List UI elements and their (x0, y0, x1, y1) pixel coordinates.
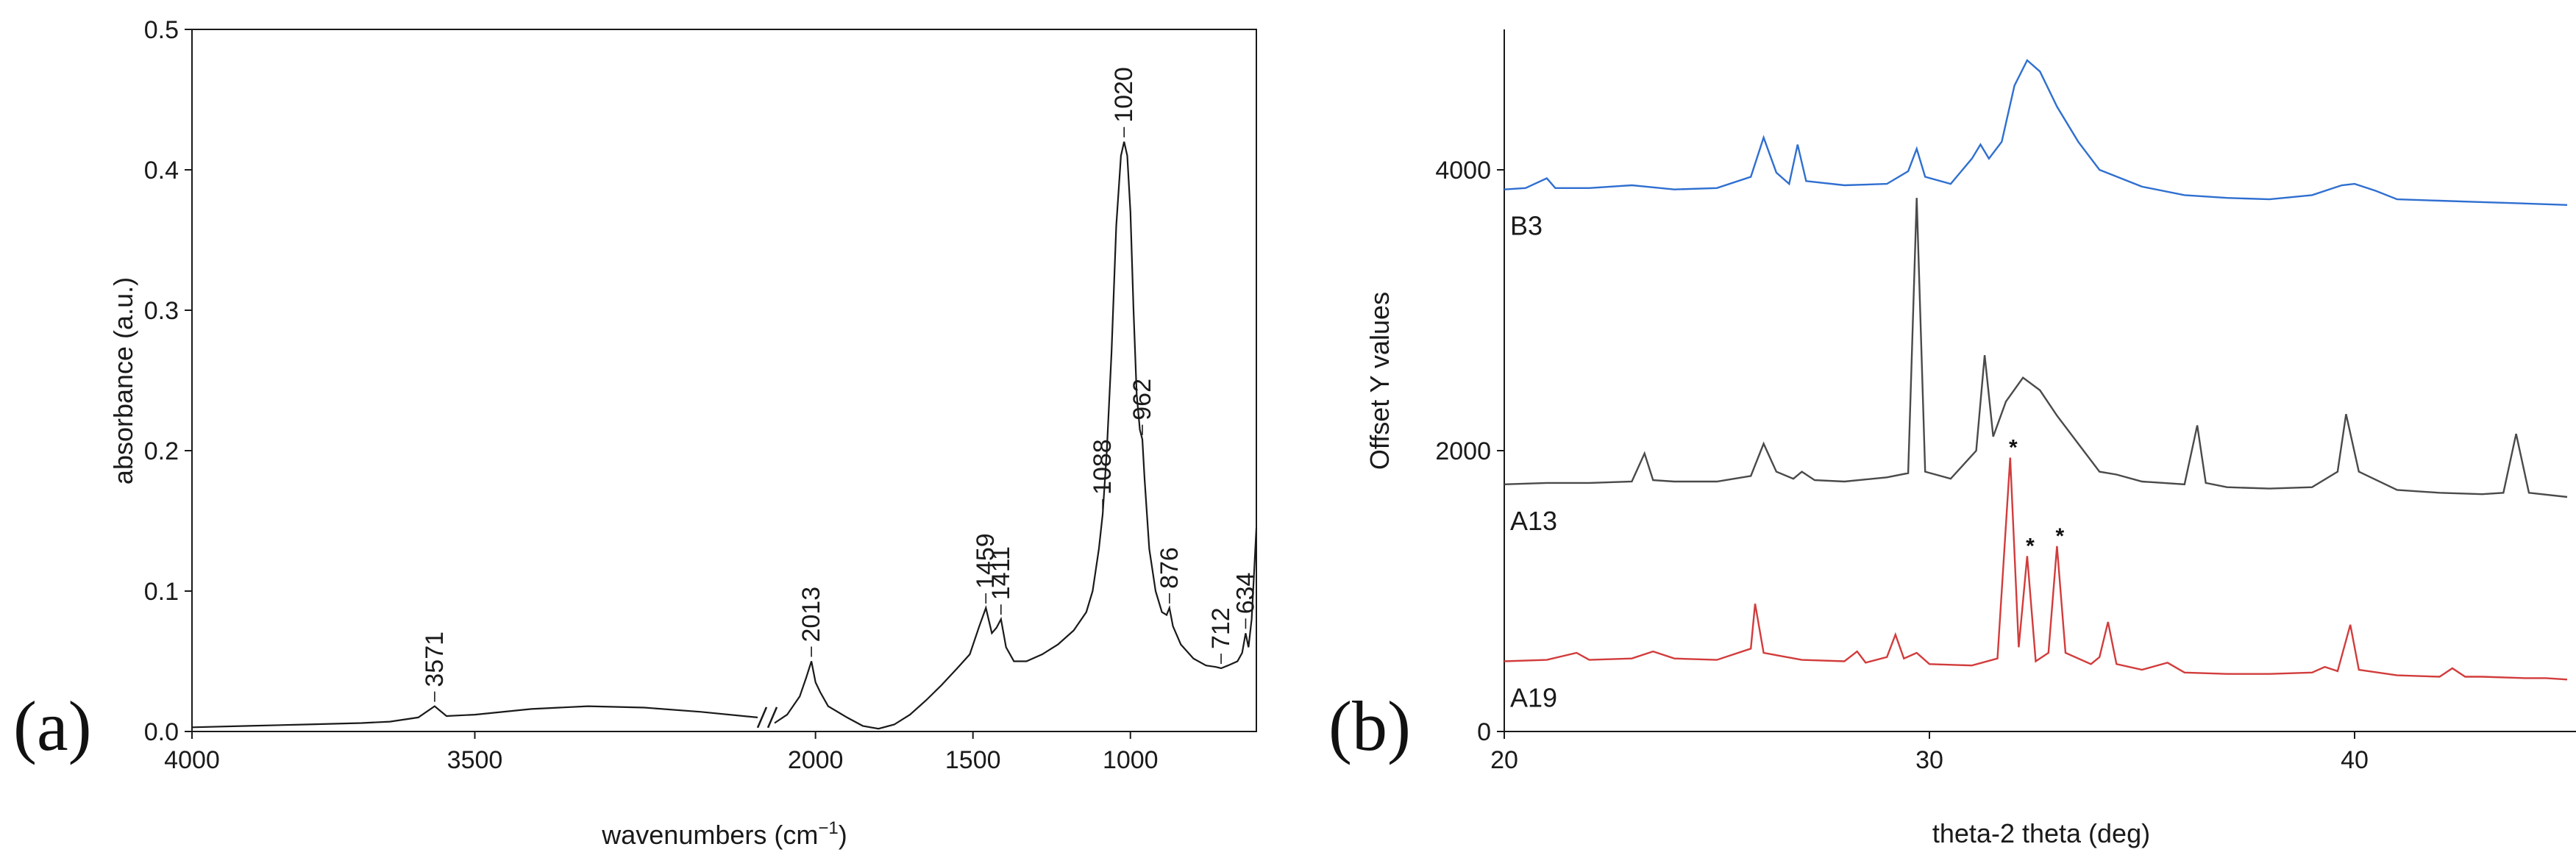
panel-a-peak-label: 3571 (421, 632, 449, 687)
panel-a-y-tick-label: 0.5 (144, 16, 179, 44)
panel-a-y-tick-label: 0.0 (144, 718, 179, 746)
panel-b-series-label-a19: A19 (1510, 683, 1557, 713)
panel-b-annotation-asterisk: * (2009, 436, 2018, 460)
panel-a-y-tick-label: 0.3 (144, 297, 179, 325)
panel-a-peak-label: 634 (1231, 573, 1259, 615)
panel-a-ftir-series-line (191, 141, 1258, 730)
panel-a-x-tick-label: 1000 (1103, 746, 1159, 774)
panel-a-peak-label: 712 (1207, 607, 1235, 649)
panel-b-series-line-a13 (1504, 198, 2568, 498)
panel-a-y-tick-label: 0.2 (144, 437, 179, 465)
panel-a-x-tick-label: 2000 (788, 746, 844, 774)
panel-a-axis-break (756, 706, 778, 729)
panel-b-y-tick-label: 2000 (1435, 437, 1491, 465)
panel-b-series (1504, 59, 2568, 681)
axis-break-mark-right (766, 706, 778, 729)
panel-b-y-axis-title: Offset Y values (1365, 292, 1395, 470)
panel-b-x-tick-label: 40 (2341, 746, 2369, 774)
panel-b-x-axis-title: theta-2 theta (deg) (1932, 818, 2150, 848)
panel-b-series-label-a13: A13 (1510, 506, 1557, 536)
panel-a-y-tick-label: 0.1 (144, 578, 179, 606)
panel-a-peak-label: 1088 (1089, 439, 1117, 495)
panel-a-x-tick-label: 3500 (447, 746, 503, 774)
panel-b-y-tick-label: 0 (1477, 718, 1491, 746)
panel-a-peak-label: 962 (1128, 379, 1156, 421)
panel-b-series-labels: B3 A13 A19 (1510, 211, 1557, 713)
panel-a-peak-label: 876 (1156, 547, 1184, 589)
panel-a-x-axis: 4000 3500 2000 1500 1000 (164, 731, 1159, 774)
axis-break-mark-left (756, 706, 768, 729)
panel-a-plot-frame (191, 29, 1257, 732)
panel-a-ftir-chart: (a) 0.0 0.1 0.2 0.3 0.4 0.5 4000 3500 2000 1500 1… (13, 16, 1259, 850)
panel-b-annotations: * * * (2009, 436, 2065, 559)
panel-b-series-label-b3: B3 (1510, 211, 1543, 241)
panel-b-annotation-asterisk: * (2026, 534, 2035, 558)
panel-a-peak-label: 1411 (987, 546, 1015, 600)
panel-a-x-tick-label: 1500 (945, 746, 1001, 774)
panel-b-series-line-a19 (1504, 457, 2568, 681)
panel-b-x-tick-label: 30 (1915, 746, 1943, 774)
panel-a-y-axis-title: absorbance (a.u.) (108, 277, 138, 484)
panel-b-xrd-chart: (b) 0 2000 4000 20 30 40 B3 A13 A19 * * * Offset… (1328, 29, 2576, 848)
panel-a-label: (a) (13, 687, 92, 765)
panel-a-peak-label: 1459 (972, 533, 1000, 589)
panel-a-y-tick-label: 0.4 (144, 157, 179, 185)
panel-a-peak-label: 1020 (1110, 67, 1138, 123)
panel-b-annotation-asterisk: * (2056, 524, 2065, 548)
panel-b-series-line-b3 (1504, 59, 2568, 206)
panel-a-x-tick-label: 4000 (164, 746, 220, 774)
panel-a-y-axis: 0.0 0.1 0.2 0.3 0.4 0.5 (144, 16, 192, 746)
panel-b-x-tick-label: 20 (1490, 746, 1518, 774)
panel-b-y-tick-label: 4000 (1435, 157, 1491, 185)
panel-b-label: (b) (1328, 687, 1411, 765)
panel-a-x-axis-title: wavenumbers (cm−1) (601, 818, 847, 850)
panel-b-x-axis: 20 30 40 (1490, 731, 2369, 774)
panel-b-y-axis: 0 2000 4000 (1435, 157, 1504, 746)
panel-a-peak-label: 2013 (797, 587, 825, 643)
